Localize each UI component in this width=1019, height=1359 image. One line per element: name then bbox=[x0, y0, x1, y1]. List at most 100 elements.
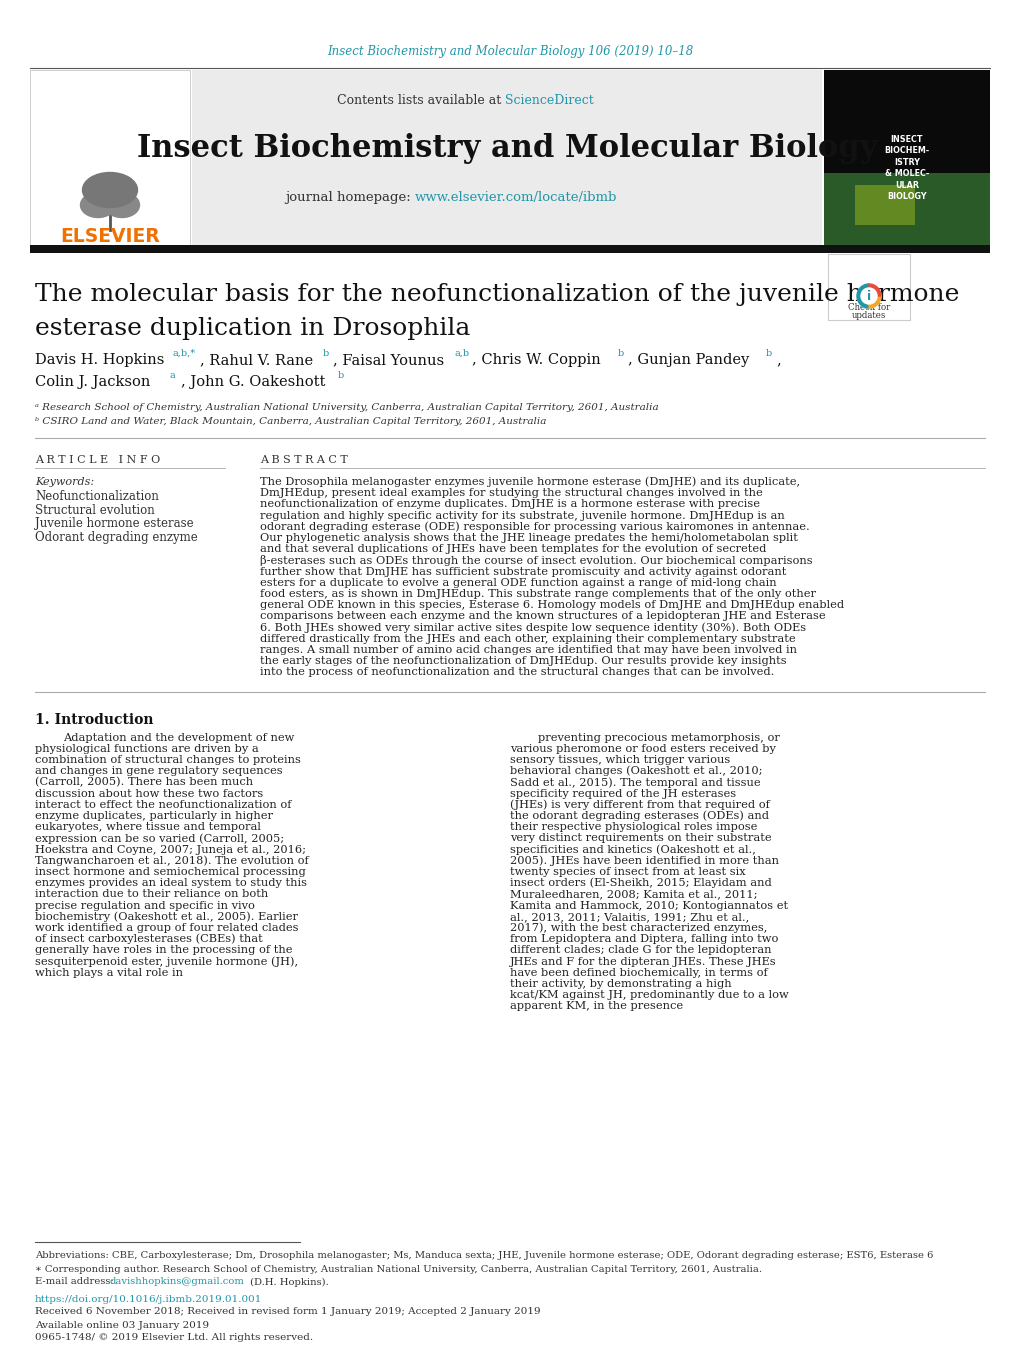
Text: physiological functions are driven by a: physiological functions are driven by a bbox=[35, 743, 259, 754]
Text: , John G. Oakeshott: , John G. Oakeshott bbox=[180, 375, 325, 389]
Text: esterase duplication in Drosophila: esterase duplication in Drosophila bbox=[35, 317, 470, 340]
Text: preventing precocious metamorphosis, or: preventing precocious metamorphosis, or bbox=[537, 733, 780, 742]
Text: Keywords:: Keywords: bbox=[35, 477, 94, 487]
Text: work identified a group of four related clades: work identified a group of four related … bbox=[35, 923, 299, 934]
Text: al., 2013, 2011; Valaitis, 1991; Zhu et al.,: al., 2013, 2011; Valaitis, 1991; Zhu et … bbox=[510, 912, 749, 921]
Text: Tangwancharoen et al., 2018). The evolution of: Tangwancharoen et al., 2018). The evolut… bbox=[35, 856, 309, 866]
Text: insect orders (El-Sheikh, 2015; Elayidam and: insect orders (El-Sheikh, 2015; Elayidam… bbox=[510, 878, 771, 889]
Text: A R T I C L E   I N F O: A R T I C L E I N F O bbox=[35, 455, 160, 465]
Text: of insect carboxylesterases (CBEs) that: of insect carboxylesterases (CBEs) that bbox=[35, 934, 263, 945]
Text: into the process of neofunctionalization and the structural changes that can be : into the process of neofunctionalization… bbox=[260, 667, 773, 677]
FancyBboxPatch shape bbox=[30, 71, 190, 245]
Text: a,b: a,b bbox=[454, 348, 470, 357]
Text: esters for a duplicate to evolve a general ODE function against a range of mid-l: esters for a duplicate to evolve a gener… bbox=[260, 578, 775, 588]
Text: Davis H. Hopkins: Davis H. Hopkins bbox=[35, 353, 164, 367]
Text: odorant degrading esterase (ODE) responsible for processing various kairomones i: odorant degrading esterase (ODE) respons… bbox=[260, 522, 809, 533]
Text: ELSEVIER: ELSEVIER bbox=[60, 227, 160, 246]
Text: The molecular basis for the neofunctionalization of the juvenile hormone: The molecular basis for the neofunctiona… bbox=[35, 284, 959, 307]
Text: Juvenile hormone esterase: Juvenile hormone esterase bbox=[35, 518, 194, 530]
Text: generally have roles in the processing of the: generally have roles in the processing o… bbox=[35, 946, 292, 955]
Text: comparisons between each enzyme and the known structures of a lepidopteran JHE a: comparisons between each enzyme and the … bbox=[260, 612, 824, 621]
Text: 6. Both JHEs showed very similar active sites despite low sequence identity (30%: 6. Both JHEs showed very similar active … bbox=[260, 622, 805, 633]
Text: very distinct requirements on their substrate: very distinct requirements on their subs… bbox=[510, 833, 770, 844]
Text: (Carroll, 2005). There has been much: (Carroll, 2005). There has been much bbox=[35, 777, 253, 788]
Text: regulation and highly specific activity for its substrate, juvenile hormone. DmJ: regulation and highly specific activity … bbox=[260, 511, 784, 520]
Text: JHEs and F for the dipteran JHEs. These JHEs: JHEs and F for the dipteran JHEs. These … bbox=[510, 957, 775, 966]
Text: updates: updates bbox=[851, 311, 886, 321]
Text: and changes in gene regulatory sequences: and changes in gene regulatory sequences bbox=[35, 766, 282, 776]
Text: twenty species of insect from at least six: twenty species of insect from at least s… bbox=[510, 867, 745, 877]
Text: biochemistry (Oakeshott et al., 2005). Earlier: biochemistry (Oakeshott et al., 2005). E… bbox=[35, 912, 298, 921]
Text: interact to effect the neofunctionalization of: interact to effect the neofunctionalizat… bbox=[35, 800, 291, 810]
Text: specificity required of the JH esterases: specificity required of the JH esterases bbox=[510, 788, 736, 799]
Text: differed drastically from the JHEs and each other, explaining their complementar: differed drastically from the JHEs and e… bbox=[260, 633, 795, 644]
Text: the early stages of the neofunctionalization of DmJHEdup. Our results provide ke: the early stages of the neofunctionaliza… bbox=[260, 656, 786, 666]
Text: journal homepage:: journal homepage: bbox=[284, 190, 415, 204]
Text: Abbreviations: CBE, Carboxylesterase; Dm, Drosophila melanogaster; Ms, Manduca s: Abbreviations: CBE, Carboxylesterase; Dm… bbox=[35, 1252, 932, 1261]
FancyBboxPatch shape bbox=[823, 173, 989, 245]
Text: discussion about how these two factors: discussion about how these two factors bbox=[35, 788, 263, 799]
Text: have been defined biochemically, in terms of: have been defined biochemically, in term… bbox=[510, 968, 767, 977]
Text: , Faisal Younus: , Faisal Younus bbox=[332, 353, 443, 367]
Text: a: a bbox=[170, 371, 175, 379]
Text: general ODE known in this species, Esterase 6. Homology models of DmJHE and DmJH: general ODE known in this species, Ester… bbox=[260, 601, 844, 610]
FancyBboxPatch shape bbox=[854, 185, 914, 226]
Text: Available online 03 January 2019: Available online 03 January 2019 bbox=[35, 1321, 209, 1329]
Text: 2017), with the best characterized enzymes,: 2017), with the best characterized enzym… bbox=[510, 923, 766, 934]
Text: further show that DmJHE has sufficient substrate promiscuity and activity agains: further show that DmJHE has sufficient s… bbox=[260, 567, 786, 576]
Text: sesquiterpenoid ester, juvenile hormone (JH),: sesquiterpenoid ester, juvenile hormone … bbox=[35, 957, 298, 966]
Text: (D.H. Hopkins).: (D.H. Hopkins). bbox=[247, 1277, 328, 1287]
Text: Insect Biochemistry and Molecular Biology 106 (2019) 10–18: Insect Biochemistry and Molecular Biolog… bbox=[326, 45, 693, 58]
Text: Insect Biochemistry and Molecular Biology: Insect Biochemistry and Molecular Biolog… bbox=[137, 132, 876, 163]
Text: 0965-1748/ © 2019 Elsevier Ltd. All rights reserved.: 0965-1748/ © 2019 Elsevier Ltd. All righ… bbox=[35, 1333, 313, 1343]
Text: Hoekstra and Coyne, 2007; Juneja et al., 2016;: Hoekstra and Coyne, 2007; Juneja et al.,… bbox=[35, 844, 306, 855]
Text: Sadd et al., 2015). The temporal and tissue: Sadd et al., 2015). The temporal and tis… bbox=[510, 777, 760, 788]
Wedge shape bbox=[868, 284, 880, 296]
Wedge shape bbox=[856, 284, 868, 308]
Text: their activity, by demonstrating a high: their activity, by demonstrating a high bbox=[510, 978, 731, 989]
Text: , Chris W. Coppin: , Chris W. Coppin bbox=[472, 353, 600, 367]
Ellipse shape bbox=[81, 193, 115, 217]
Text: Neofunctionalization: Neofunctionalization bbox=[35, 489, 159, 503]
Text: combination of structural changes to proteins: combination of structural changes to pro… bbox=[35, 756, 301, 765]
Text: Muraleedharen, 2008; Kamita et al., 2011;: Muraleedharen, 2008; Kamita et al., 2011… bbox=[510, 889, 757, 900]
Text: The Drosophila melanogaster enzymes juvenile hormone esterase (DmJHE) and its du: The Drosophila melanogaster enzymes juve… bbox=[260, 477, 799, 488]
Text: 2005). JHEs have been identified in more than: 2005). JHEs have been identified in more… bbox=[510, 856, 779, 866]
Text: which plays a vital role in: which plays a vital role in bbox=[35, 968, 182, 977]
Text: b: b bbox=[337, 371, 344, 379]
Text: INSECT
BIOCHEM-
ISTRY
& MOLEC-
ULAR
BIOLOGY: INSECT BIOCHEM- ISTRY & MOLEC- ULAR BIOL… bbox=[883, 135, 928, 201]
Text: Kamita and Hammock, 2010; Kontogiannatos et: Kamita and Hammock, 2010; Kontogiannatos… bbox=[510, 901, 788, 911]
Text: ranges. A small number of amino acid changes are identified that may have been i: ranges. A small number of amino acid cha… bbox=[260, 646, 796, 655]
FancyBboxPatch shape bbox=[30, 245, 989, 253]
Text: ᵃ Research School of Chemistry, Australian National University, Canberra, Austra: ᵃ Research School of Chemistry, Australi… bbox=[35, 402, 658, 412]
Text: ᵇ CSIRO Land and Water, Black Mountain, Canberra, Australian Capital Territory, : ᵇ CSIRO Land and Water, Black Mountain, … bbox=[35, 417, 546, 427]
Text: (JHEs) is very different from that required of: (JHEs) is very different from that requi… bbox=[510, 799, 769, 810]
Text: b: b bbox=[323, 348, 329, 357]
Text: Structural evolution: Structural evolution bbox=[35, 503, 155, 516]
Text: β-esterases such as ODEs through the course of insect evolution. Our biochemical: β-esterases such as ODEs through the cou… bbox=[260, 554, 812, 565]
Text: 1. Introduction: 1. Introduction bbox=[35, 712, 153, 727]
Text: davishhopkins@gmail.com: davishhopkins@gmail.com bbox=[110, 1277, 245, 1287]
FancyBboxPatch shape bbox=[823, 71, 989, 245]
Text: interaction due to their reliance on both: interaction due to their reliance on bot… bbox=[35, 889, 268, 900]
Text: ∗ Corresponding author. Research School of Chemistry, Australian National Univer: ∗ Corresponding author. Research School … bbox=[35, 1264, 761, 1273]
Text: a,b,*: a,b,* bbox=[173, 348, 196, 357]
Text: , Rahul V. Rane: , Rahul V. Rane bbox=[200, 353, 313, 367]
Text: i: i bbox=[866, 289, 870, 303]
Text: behavioral changes (Oakeshott et al., 2010;: behavioral changes (Oakeshott et al., 20… bbox=[510, 766, 762, 776]
Text: b: b bbox=[618, 348, 624, 357]
Text: , Gunjan Pandey: , Gunjan Pandey bbox=[628, 353, 749, 367]
Text: enzyme duplicates, particularly in higher: enzyme duplicates, particularly in highe… bbox=[35, 811, 273, 821]
Text: insect hormone and semiochemical processing: insect hormone and semiochemical process… bbox=[35, 867, 306, 877]
Text: DmJHEdup, present ideal examples for studying the structural changes involved in: DmJHEdup, present ideal examples for stu… bbox=[260, 488, 762, 499]
Text: Contents lists available at: Contents lists available at bbox=[336, 94, 504, 106]
Text: expression can be so varied (Carroll, 2005;: expression can be so varied (Carroll, 20… bbox=[35, 833, 284, 844]
Text: Check for: Check for bbox=[847, 303, 890, 313]
Text: and that several duplications of JHEs have been templates for the evolution of s: and that several duplications of JHEs ha… bbox=[260, 544, 765, 554]
Circle shape bbox=[860, 288, 876, 304]
Text: Colin J. Jackson: Colin J. Jackson bbox=[35, 375, 150, 389]
Text: E-mail address:: E-mail address: bbox=[35, 1277, 117, 1287]
Text: the odorant degrading esterases (ODEs) and: the odorant degrading esterases (ODEs) a… bbox=[510, 811, 768, 821]
Text: Received 6 November 2018; Received in revised form 1 January 2019; Accepted 2 Ja: Received 6 November 2018; Received in re… bbox=[35, 1307, 540, 1317]
Text: eukaryotes, where tissue and temporal: eukaryotes, where tissue and temporal bbox=[35, 822, 261, 832]
